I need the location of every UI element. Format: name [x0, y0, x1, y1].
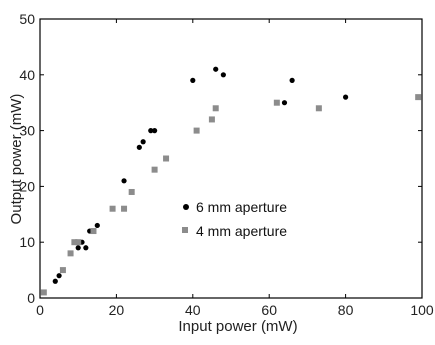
data-point-series-1: [75, 239, 82, 246]
data-point-series-1: [128, 188, 135, 195]
x-tick-label: 60: [261, 302, 277, 318]
x-tick-label: 40: [185, 302, 201, 318]
x-tick-label: 0: [36, 302, 44, 318]
axes: [39, 18, 423, 299]
data-point-series-0: [289, 77, 295, 83]
data-point-series-0: [148, 128, 154, 134]
data-point-series-1: [90, 228, 97, 235]
plot-frame: [39, 18, 423, 299]
data-point-series-1: [163, 155, 170, 162]
x-tick-label: 100: [410, 302, 434, 318]
tick-labels: 0 20 40 60 80 100 0 10 20 30 40 50: [19, 11, 433, 318]
data-point-series-1: [40, 289, 47, 296]
data-points: [40, 66, 422, 296]
data-point-series-1: [121, 205, 128, 212]
legend-label-4mm: 4 mm aperture: [196, 223, 287, 239]
y-tick-label: 30: [19, 123, 35, 139]
data-point-series-0: [56, 273, 62, 279]
y-tick-label: 40: [19, 67, 35, 83]
data-point-series-1: [151, 166, 158, 173]
data-point-series-0: [152, 128, 158, 134]
data-point-series-0: [83, 245, 89, 251]
data-point-series-0: [213, 66, 219, 72]
data-point-series-1: [59, 267, 66, 274]
y-tick-label: 20: [19, 178, 35, 194]
data-point-series-1: [415, 94, 422, 101]
y-tick-label: 0: [27, 290, 35, 306]
y-axis-label: Output power (mW): [8, 94, 25, 225]
data-point-series-1: [273, 99, 280, 106]
data-point-series-0: [136, 144, 142, 150]
data-point-series-0: [281, 100, 288, 106]
data-point-series-1: [212, 105, 219, 112]
data-point-series-1: [71, 239, 78, 246]
data-point-series-0: [220, 72, 226, 78]
data-point-series-0: [121, 178, 127, 184]
y-tick-label: 50: [19, 11, 35, 27]
data-point-series-0: [190, 77, 196, 83]
data-point-series-0: [94, 222, 100, 229]
legend: 6 mm aperture 4 mm aperture: [182, 199, 287, 239]
data-point-series-1: [208, 116, 215, 123]
data-point-series-0: [343, 94, 349, 100]
data-point-series-1: [109, 205, 116, 212]
data-point-series-0: [75, 245, 81, 251]
data-point-series-1: [67, 250, 74, 257]
y-tick-label: 10: [19, 234, 35, 250]
data-point-series-1: [193, 127, 200, 134]
data-point-series-1: [315, 105, 322, 112]
x-axis-label: Input power (mW): [178, 318, 297, 335]
legend-marker-6mm: [183, 204, 189, 210]
data-point-series-0: [52, 278, 58, 284]
data-point-series-0: [140, 139, 146, 145]
legend-marker-4mm: [182, 227, 188, 233]
legend-label-6mm: 6 mm aperture: [196, 199, 287, 215]
x-tick-label: 20: [109, 302, 125, 318]
x-tick-label: 80: [338, 302, 354, 318]
